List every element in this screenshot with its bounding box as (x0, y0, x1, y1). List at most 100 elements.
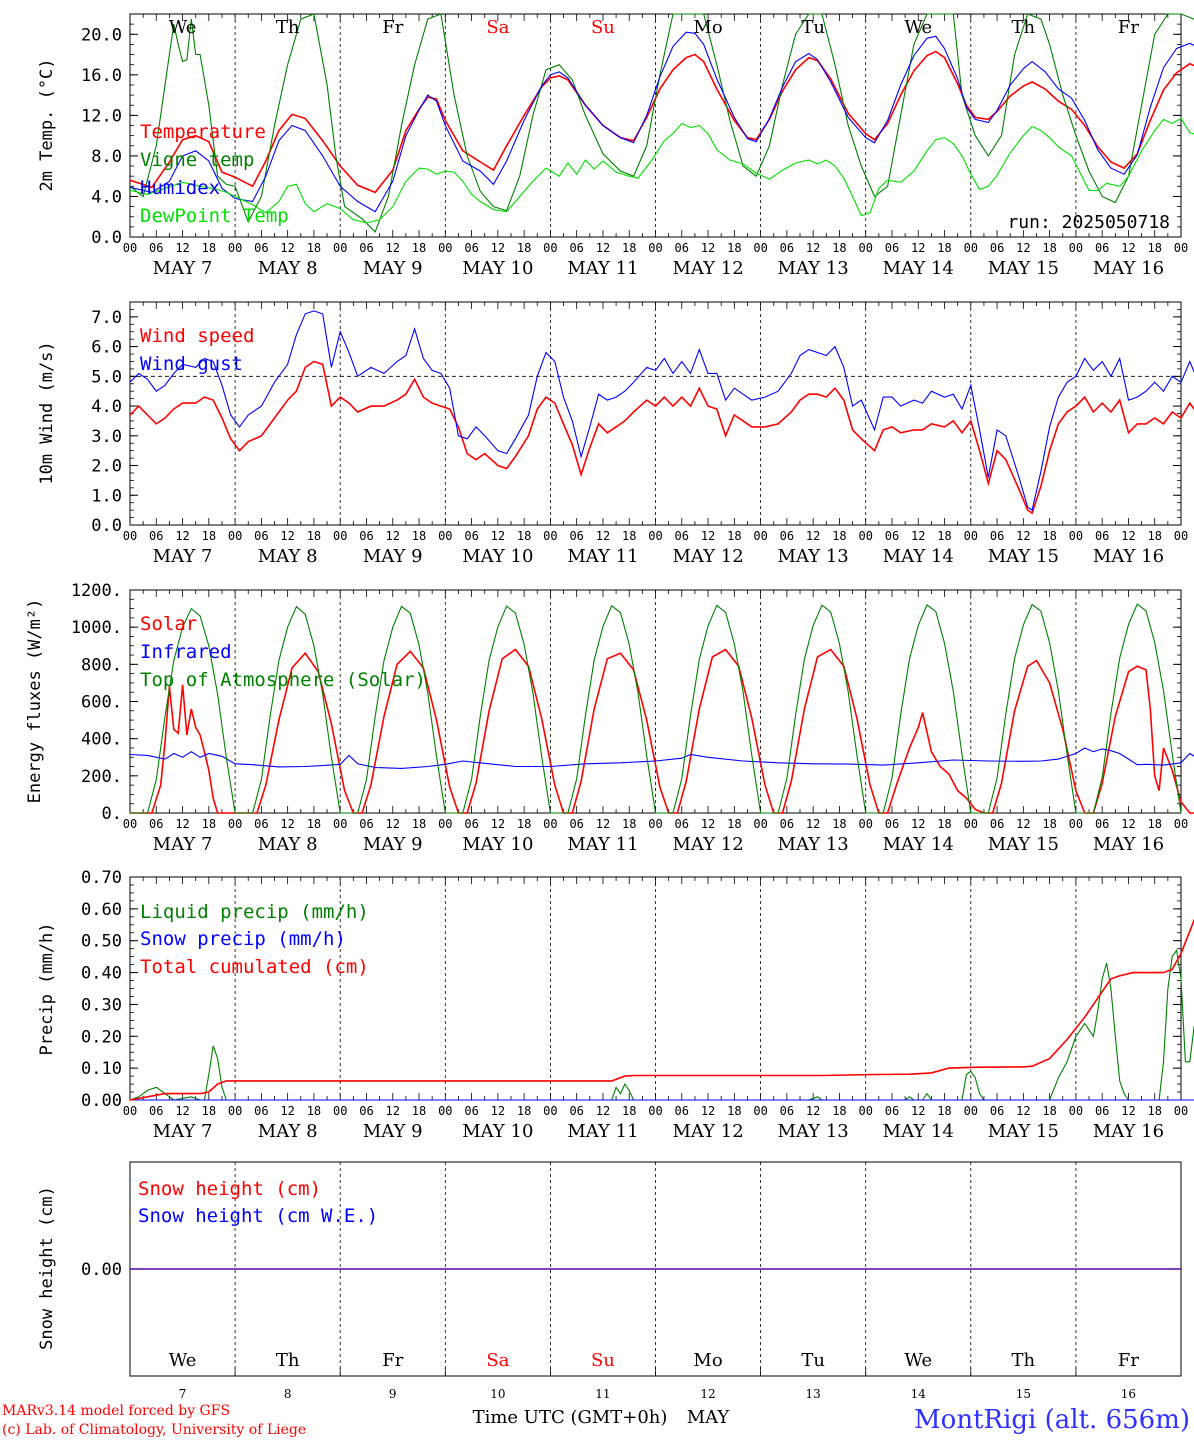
x-tick-label: 00 (1174, 241, 1188, 255)
x-tick-label: 12 (1016, 241, 1030, 255)
series-line (130, 648, 1194, 814)
day-number: 10 (490, 1387, 505, 1401)
x-tick-label: 12 (596, 241, 610, 255)
date-label: MAY 15 (988, 258, 1059, 279)
x-tick-label: 00 (753, 817, 767, 831)
day-number: 12 (700, 1387, 715, 1401)
x-tick-label: 06 (254, 817, 268, 831)
date-label: MAY 14 (883, 258, 954, 279)
x-tick-label: 12 (1121, 529, 1135, 543)
date-label: MAY 11 (567, 258, 638, 279)
day-number: 16 (1121, 1387, 1136, 1401)
date-label: MAY 9 (363, 258, 423, 279)
weekday-label: Sa (486, 1350, 509, 1371)
x-tick-label: 12 (386, 241, 400, 255)
x-tick-label: 00 (858, 817, 872, 831)
x-tick-label: 18 (622, 529, 636, 543)
x-tick-label: 12 (1016, 1104, 1030, 1118)
date-label: MAY 7 (153, 834, 213, 855)
x-tick-label: 00 (333, 529, 347, 543)
x-tick-label: 00 (333, 1104, 347, 1118)
x-tick-label: 00 (964, 817, 978, 831)
y-tick-label: 800. (81, 655, 122, 675)
x-axis-label: Time UTC (GMT+0h) (473, 1407, 668, 1428)
legend-entry: Total cumulated (cm) (140, 956, 369, 978)
x-tick-label: 06 (359, 241, 373, 255)
x-axis-month: MAY (687, 1407, 731, 1428)
x-tick-label: 06 (675, 1104, 689, 1118)
y-tick-label: 0.20 (81, 1027, 122, 1047)
date-label: MAY 12 (672, 1121, 743, 1142)
x-tick-label: 00 (438, 529, 452, 543)
x-tick-label: 00 (228, 817, 242, 831)
y-axis-label: Snow height (cm) (37, 1186, 57, 1350)
x-tick-label: 00 (964, 241, 978, 255)
x-tick-label: 06 (254, 529, 268, 543)
date-label: MAY 15 (988, 834, 1059, 855)
date-label: MAY 16 (1093, 546, 1164, 567)
x-tick-label: 12 (280, 1104, 294, 1118)
x-tick-label: 00 (438, 1104, 452, 1118)
day-number: 7 (179, 1387, 187, 1401)
series-line (130, 603, 1182, 814)
x-tick-label: 12 (1121, 1104, 1135, 1118)
x-tick-label: 18 (307, 241, 321, 255)
date-label: MAY 13 (778, 834, 849, 855)
x-tick-label: 00 (438, 241, 452, 255)
x-tick-label: 12 (175, 241, 189, 255)
x-tick-label: 12 (911, 817, 925, 831)
y-tick-label: 0.50 (81, 932, 122, 952)
x-tick-label: 00 (333, 817, 347, 831)
x-tick-label: 18 (1147, 1104, 1161, 1118)
date-label: MAY 16 (1093, 834, 1164, 855)
date-label: MAY 15 (988, 1121, 1059, 1142)
x-tick-label: 06 (464, 817, 478, 831)
x-tick-label: 00 (543, 1104, 557, 1118)
x-tick-label: 12 (701, 1104, 715, 1118)
x-tick-label: 18 (1042, 241, 1056, 255)
x-tick-label: 12 (701, 529, 715, 543)
y-tick-label: 1200. (71, 581, 122, 601)
y-tick-label: 0.00 (81, 1260, 122, 1280)
legend-entry: Infrared (140, 641, 232, 663)
weekday-label: Mo (693, 1350, 722, 1371)
x-tick-label: 12 (701, 817, 715, 831)
x-tick-label: 06 (885, 529, 899, 543)
date-label: MAY 11 (567, 546, 638, 567)
x-tick-label: 18 (202, 1104, 216, 1118)
model-credit: MARv3.14 model forced by GFS (2, 1403, 230, 1419)
x-tick-label: 12 (386, 1104, 400, 1118)
day-number: 13 (806, 1387, 821, 1401)
x-tick-label: 06 (675, 817, 689, 831)
y-tick-label: 7.0 (91, 308, 122, 328)
x-tick-label: 18 (727, 529, 741, 543)
weekday-label: Sa (486, 17, 509, 38)
x-tick-label: 18 (1042, 529, 1056, 543)
date-label: MAY 13 (778, 1121, 849, 1142)
x-tick-label: 06 (1095, 241, 1109, 255)
weekday-label: Tu (801, 17, 825, 38)
x-tick-label: 18 (307, 817, 321, 831)
panel-precip: 00 06 12 18 00 06 12 18 00 06 12 18 00 06 12 18 00 06 12 18… (37, 868, 1194, 1142)
x-tick-label: 00 (858, 529, 872, 543)
x-tick-label: 18 (517, 241, 531, 255)
x-tick-label: 12 (175, 1104, 189, 1118)
x-tick-label: 18 (832, 1104, 846, 1118)
legend-entry: DewPoint Temp (140, 205, 289, 227)
date-label: MAY 7 (153, 1121, 213, 1142)
x-tick-label: 18 (622, 241, 636, 255)
x-tick-label: 00 (648, 241, 662, 255)
date-label: MAY 16 (1093, 1121, 1164, 1142)
x-tick-label: 18 (517, 1104, 531, 1118)
x-tick-label: 12 (491, 529, 505, 543)
x-tick-label: 00 (648, 1104, 662, 1118)
weekday-label: Fr (382, 17, 403, 38)
lab-credit: (c) Lab. of Climatology, University of L… (2, 1422, 306, 1438)
date-label: MAY 8 (258, 546, 318, 567)
x-tick-label: 12 (491, 241, 505, 255)
x-tick-label: 06 (254, 241, 268, 255)
x-tick-label: 06 (1095, 817, 1109, 831)
x-tick-label: 18 (307, 1104, 321, 1118)
legend-entry: Wind gust (140, 353, 243, 375)
x-tick-label: 12 (596, 817, 610, 831)
